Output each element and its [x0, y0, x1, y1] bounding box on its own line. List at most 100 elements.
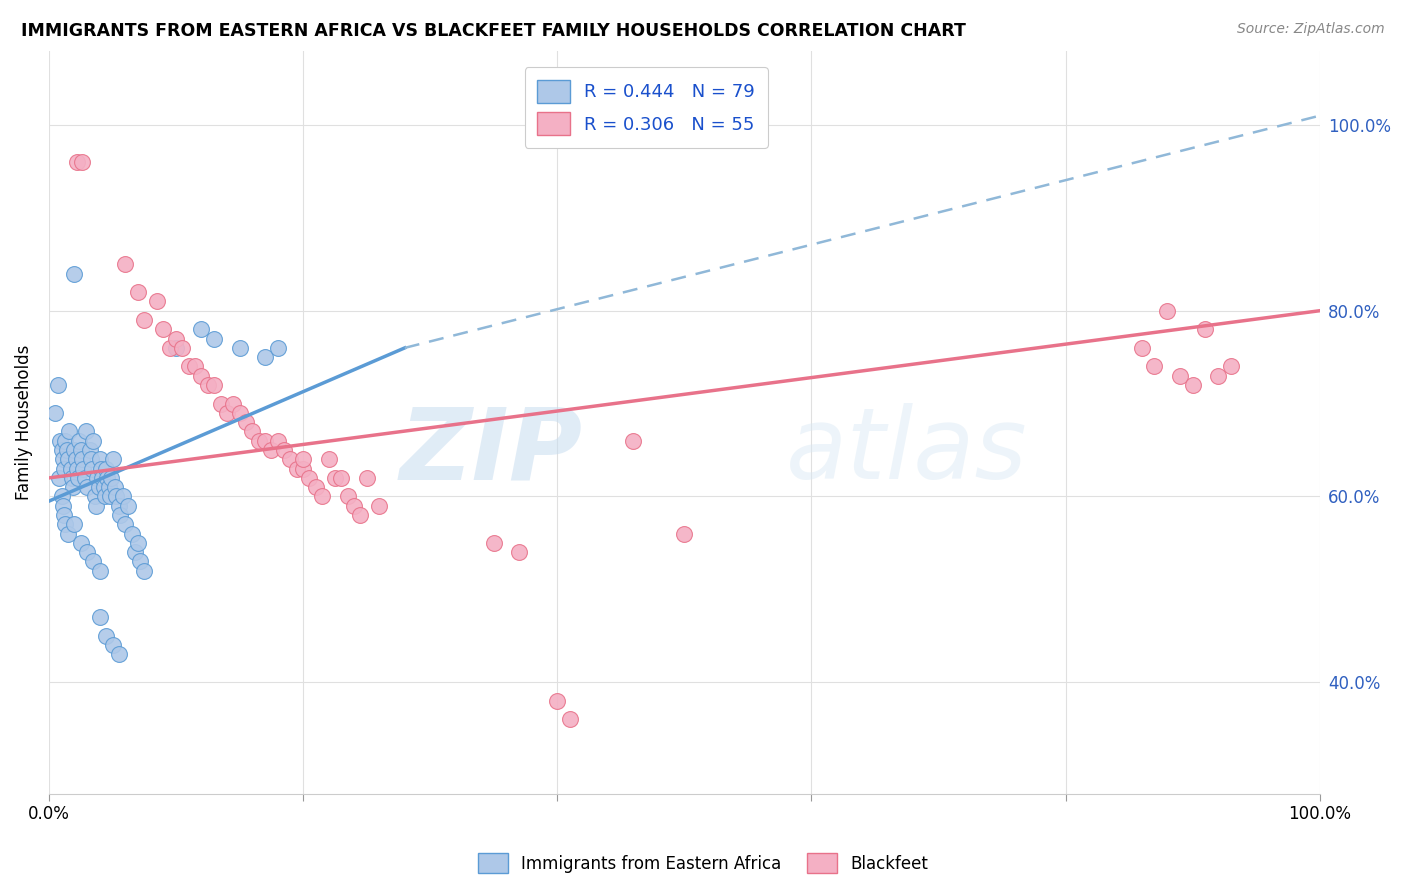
Point [1194, 322, 1216, 336]
Point [124, 545, 146, 559]
Point [285, 461, 308, 475]
Point [336, 490, 359, 504]
Point [197, 378, 219, 392]
Point [368, 499, 391, 513]
Point [235, 415, 257, 429]
Point [100, 471, 122, 485]
Point [190, 368, 212, 383]
Point [79, 443, 101, 458]
Point [66, 155, 89, 169]
Point [190, 322, 212, 336]
Point [89, 452, 111, 467]
Point [60, 471, 83, 485]
Point [94, 490, 117, 504]
Legend: R = 0.444   N = 79, R = 0.306   N = 55: R = 0.444 N = 79, R = 0.306 N = 55 [524, 67, 768, 148]
Point [93, 480, 115, 494]
Point [76, 480, 98, 494]
Point [58, 425, 80, 439]
Point [44, 406, 66, 420]
Point [253, 434, 276, 448]
Point [46, 378, 69, 392]
Point [53, 461, 76, 475]
Point [105, 490, 128, 504]
Point [48, 471, 70, 485]
Point [134, 564, 156, 578]
Point [1156, 303, 1178, 318]
Point [96, 471, 118, 485]
Text: atlas: atlas [786, 403, 1028, 500]
Point [70, 155, 93, 169]
Point [1206, 368, 1229, 383]
Point [222, 396, 245, 410]
Point [52, 499, 75, 513]
Point [73, 471, 96, 485]
Point [89, 610, 111, 624]
Text: IMMIGRANTS FROM EASTERN AFRICA VS BLACKFEET FAMILY HOUSEHOLDS CORRELATION CHART: IMMIGRANTS FROM EASTERN AFRICA VS BLACKF… [21, 22, 966, 40]
Point [117, 499, 139, 513]
Point [101, 638, 124, 652]
Point [121, 526, 143, 541]
Point [96, 461, 118, 475]
Point [87, 480, 110, 494]
Text: Source: ZipAtlas.com: Source: ZipAtlas.com [1237, 22, 1385, 37]
Point [63, 267, 86, 281]
Point [129, 554, 152, 568]
Point [67, 471, 90, 485]
Point [165, 341, 187, 355]
Point [55, 434, 77, 448]
Point [80, 452, 103, 467]
Point [209, 396, 232, 410]
Point [69, 443, 91, 458]
Point [280, 452, 302, 467]
Point [349, 508, 371, 522]
Point [623, 434, 645, 448]
Point [482, 536, 505, 550]
Point [82, 434, 104, 448]
Text: ZIP: ZIP [399, 403, 582, 500]
Point [228, 341, 250, 355]
Point [228, 406, 250, 420]
Point [546, 694, 568, 708]
Point [82, 461, 104, 475]
Point [247, 434, 270, 448]
Point [292, 452, 315, 467]
Point [90, 461, 112, 475]
Point [1143, 359, 1166, 374]
Point [69, 536, 91, 550]
Point [127, 536, 149, 550]
Point [260, 443, 283, 458]
Point [76, 545, 98, 559]
Point [69, 434, 91, 448]
Point [89, 564, 111, 578]
Point [51, 443, 73, 458]
Point [108, 508, 131, 522]
Point [202, 378, 225, 392]
Point [292, 461, 315, 475]
Point [53, 508, 76, 522]
Point [267, 341, 290, 355]
Point [101, 452, 124, 467]
Point [104, 480, 127, 494]
Point [108, 648, 131, 662]
Point [152, 322, 174, 336]
Point [52, 452, 75, 467]
Point [65, 452, 87, 467]
Point [114, 517, 136, 532]
Point [82, 554, 104, 568]
Point [59, 461, 82, 475]
Point [356, 471, 378, 485]
Point [172, 341, 194, 355]
Point [305, 480, 328, 494]
Point [267, 434, 290, 448]
Point [1168, 368, 1191, 383]
Point [83, 490, 105, 504]
Point [86, 471, 108, 485]
Point [56, 526, 79, 541]
Legend: Immigrants from Eastern Africa, Blackfeet: Immigrants from Eastern Africa, Blackfee… [470, 845, 936, 881]
Point [63, 517, 86, 532]
Point [202, 332, 225, 346]
Point [330, 471, 353, 485]
Point [70, 452, 93, 467]
Point [558, 712, 581, 726]
Point [63, 443, 86, 458]
